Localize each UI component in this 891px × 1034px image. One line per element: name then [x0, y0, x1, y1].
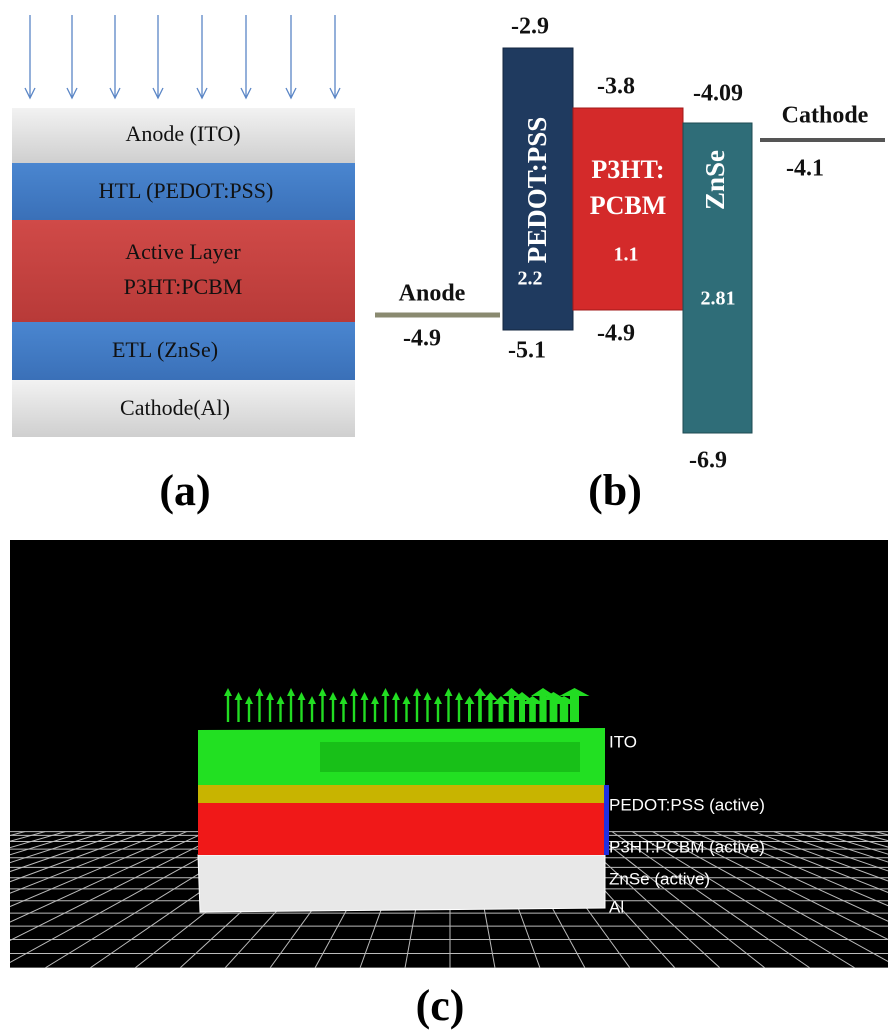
beam — [468, 702, 471, 722]
layer-name: PEDOT:PSS (active) — [609, 795, 765, 814]
beam — [279, 702, 281, 722]
beam — [509, 694, 514, 722]
gap-value: 2.81 — [701, 288, 736, 310]
beam — [248, 702, 250, 722]
beam — [405, 702, 407, 722]
beam — [374, 702, 376, 722]
layer-label: Anode (ITO) — [125, 121, 240, 146]
beam — [384, 694, 386, 722]
beam — [395, 698, 397, 722]
layer-name: Al — [609, 897, 624, 916]
layer-active — [12, 220, 355, 322]
beam — [227, 694, 229, 722]
beam — [258, 694, 260, 722]
caption: (b) — [588, 466, 642, 515]
layer-label: ETL (ZnSe) — [112, 337, 218, 362]
energy-value: -4.09 — [693, 81, 743, 107]
band-label: PCBM — [590, 191, 667, 220]
layer-stack — [12, 108, 355, 437]
energy-value: -5.1 — [508, 338, 546, 364]
layer-label: P3HT:PCBM — [124, 274, 243, 299]
layer-ito-inner — [320, 742, 580, 772]
energy-value: -4.1 — [786, 156, 824, 182]
energy-value: -4.9 — [597, 321, 635, 347]
beam — [529, 702, 536, 722]
band-label: ZnSe — [700, 150, 730, 210]
layer-al-znse — [198, 855, 605, 912]
gap-value: 1.1 — [614, 244, 639, 266]
beam — [560, 702, 568, 722]
figure: Anode (ITO) HTL (PEDOT:PSS) Active Layer… — [0, 0, 891, 1034]
device-render — [198, 728, 609, 912]
beam — [332, 698, 334, 722]
beam — [342, 702, 344, 722]
beam — [426, 698, 428, 722]
light-arrows — [25, 15, 340, 98]
beam — [321, 694, 323, 722]
beam — [488, 698, 492, 722]
gap-value: 2.2 — [518, 268, 543, 290]
band-label: PEDOT:PSS — [522, 117, 552, 264]
beam — [458, 698, 460, 722]
beam — [290, 694, 292, 722]
grid-line — [0, 832, 5, 968]
beam — [447, 694, 449, 722]
beam — [363, 698, 365, 722]
layer-name: ZnSe (active) — [609, 869, 710, 888]
beam — [437, 702, 439, 722]
beam — [478, 694, 482, 722]
band-label: P3HT: — [591, 155, 664, 184]
anode-label: Anode — [399, 281, 466, 307]
beam — [269, 698, 271, 722]
energy-value: -4.9 — [403, 326, 441, 352]
beam — [353, 694, 355, 722]
layer-label: HTL (PEDOT:PSS) — [99, 178, 274, 203]
beam — [300, 698, 302, 722]
beam — [416, 694, 418, 722]
layer-name: ITO — [609, 732, 637, 751]
energy-value: -6.9 — [689, 448, 727, 474]
energy-value: -2.9 — [511, 14, 549, 40]
caption: (a) — [159, 466, 210, 515]
caption: (c) — [416, 981, 465, 1030]
layer-p3ht — [198, 803, 605, 855]
layer-label: Cathode(Al) — [120, 395, 230, 420]
layer-name: P3HT:PCBM (active) — [609, 837, 765, 856]
beam — [237, 698, 239, 722]
layer-pedot — [198, 785, 605, 803]
cathode-label: Cathode — [782, 103, 869, 129]
layer-label: Active Layer — [125, 239, 241, 264]
energy-value: -3.8 — [597, 74, 635, 100]
beam — [499, 702, 504, 722]
beam — [570, 694, 579, 722]
beam — [519, 698, 525, 722]
beam — [311, 702, 313, 722]
